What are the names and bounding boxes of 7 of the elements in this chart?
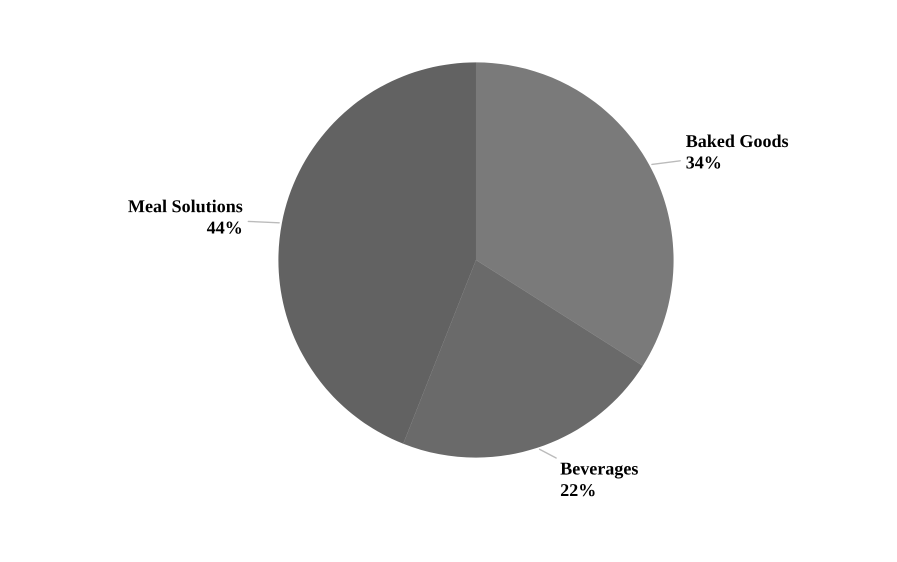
pie-slice: [476, 62, 674, 366]
data-label: 34%: [686, 156, 720, 169]
slice-label: Beverages: [560, 462, 638, 479]
slice-label: Meal Solutions: [128, 200, 242, 212]
data-label: 44%: [206, 222, 242, 234]
slice-label: Baked Goods: [686, 134, 788, 148]
data-label: 22%: [560, 484, 595, 496]
